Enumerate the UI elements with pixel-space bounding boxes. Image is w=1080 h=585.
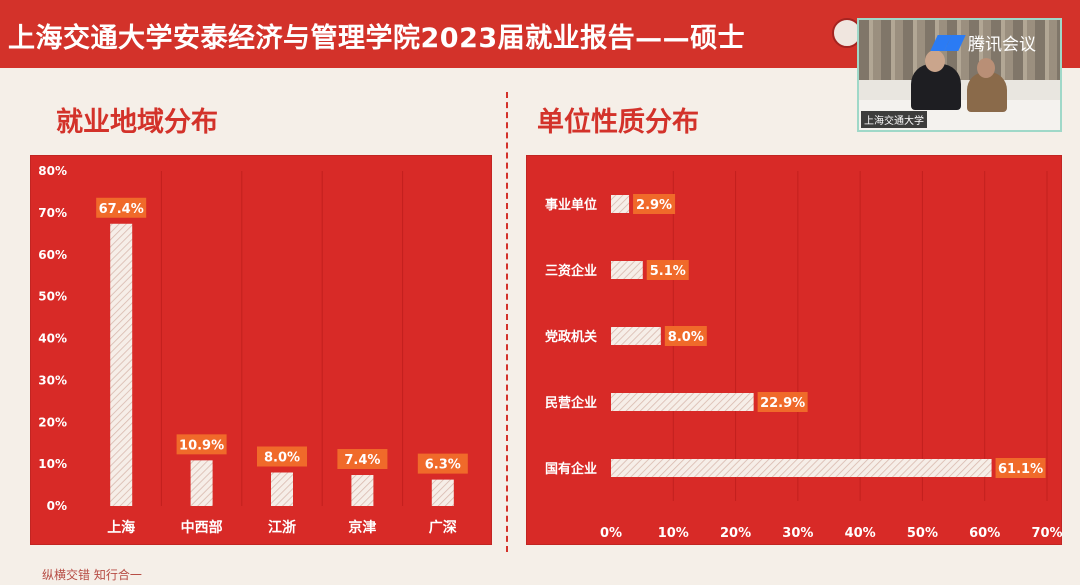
y-tick-label: 60% <box>38 248 67 262</box>
data-label: 61.1% <box>998 462 1043 477</box>
bar <box>611 393 754 411</box>
bar <box>611 261 643 279</box>
x-tick-label: 60% <box>969 526 1000 541</box>
org-type-chart-title: 单位性质分布 <box>537 107 699 138</box>
data-label-bg <box>96 197 147 218</box>
y-tick-label: 30% <box>38 373 67 387</box>
meeting-app-name: 腾讯会议 <box>968 35 1036 55</box>
x-tick-label: 0% <box>600 526 622 541</box>
data-label-bg <box>176 434 227 455</box>
slide-title: 上海交通大学安泰经济与管理学院2023届就业报告——硕士 <box>8 23 746 54</box>
y-tick-label: 40% <box>38 332 67 346</box>
section-divider <box>506 92 508 552</box>
x-tick-label: 70% <box>1031 526 1062 541</box>
y-tick-label: 三资企业 <box>545 263 597 279</box>
data-label: 7.4% <box>344 453 380 468</box>
participant-2 <box>967 72 1007 112</box>
data-label-bg <box>633 194 676 214</box>
data-label-bg <box>664 326 707 346</box>
org-type-bar-chart: 0% 10% 20% 30% 40% 50% 60% 70% 事业单位 2.9% 三资企业 5.1% 党… <box>545 171 1063 541</box>
y-tick-label: 0% <box>47 499 67 513</box>
data-label-bg <box>995 458 1046 478</box>
bar <box>271 472 293 506</box>
x-tick-label: 30% <box>782 526 813 541</box>
x-tick-label: 中西部 <box>181 519 223 536</box>
y-tick-label: 民营企业 <box>545 395 597 411</box>
data-label-bg <box>646 260 689 280</box>
data-label-bg <box>757 392 808 412</box>
data-label-bg <box>257 446 307 467</box>
x-tick-label: 40% <box>845 526 876 541</box>
x-tick-label: 50% <box>907 526 938 541</box>
tencent-meeting-icon <box>930 34 966 51</box>
data-label: 2.9% <box>636 198 672 213</box>
data-label: 10.9% <box>179 438 224 453</box>
y-tick-label: 党政机关 <box>545 329 597 345</box>
data-label-bg <box>337 449 388 470</box>
bar <box>190 460 213 506</box>
participant-2-head <box>977 58 995 78</box>
bookshelf-background <box>859 20 1060 80</box>
x-tick-label: 10% <box>658 526 689 541</box>
data-label: 6.3% <box>425 458 461 473</box>
region-chart-panel: 0% 10% 20% 30% 40% 50% 60% 70% 80% 67.4% 上海 10.9% 中西… <box>30 155 492 545</box>
x-tick-label: 广深 <box>429 519 457 536</box>
org-type-chart-panel: 0% 10% 20% 30% 40% 50% 60% 70% 事业单位 2.9% 三资企业 5.1% 党… <box>526 155 1063 545</box>
data-label: 8.0% <box>264 451 300 466</box>
participant-1-head <box>925 50 945 72</box>
data-label: 5.1% <box>650 264 686 279</box>
data-label: 8.0% <box>668 330 704 345</box>
y-tick-label: 50% <box>38 290 67 304</box>
data-label-bg <box>417 453 468 474</box>
x-tick-label: 江浙 <box>268 519 296 536</box>
y-tick-label: 70% <box>38 206 67 220</box>
data-label: 22.9% <box>760 396 805 411</box>
slide-footer: 纵横交错 知行合一 <box>42 568 142 582</box>
y-tick-label: 10% <box>38 457 67 471</box>
bar <box>351 475 374 506</box>
x-tick-label: 20% <box>720 526 751 541</box>
meeting-brand: 腾讯会议 <box>930 30 1036 55</box>
bar <box>611 195 630 213</box>
bar <box>431 479 454 506</box>
video-label: 上海交通大学 <box>861 111 927 128</box>
data-label: 67.4% <box>99 202 144 217</box>
bar <box>110 223 133 506</box>
y-tick-label: 20% <box>38 415 67 429</box>
bar <box>611 327 661 345</box>
y-tick-label: 事业单位 <box>545 197 597 213</box>
x-tick-label: 上海 <box>107 519 135 536</box>
x-tick-label: 京津 <box>348 519 376 536</box>
region-bar-chart: 0% 10% 20% 30% 40% 50% 60% 70% 80% 67.4% 上海 10.9% 中西… <box>38 164 468 536</box>
region-chart-title: 就业地域分布 <box>56 107 218 138</box>
bar <box>611 459 992 477</box>
y-tick-label: 国有企业 <box>545 461 597 477</box>
y-tick-label: 80% <box>38 164 67 178</box>
